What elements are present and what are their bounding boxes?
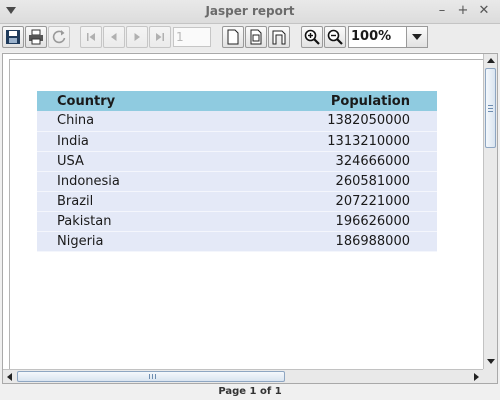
last-page-icon: [156, 33, 164, 41]
scroll-down-icon[interactable]: [484, 354, 498, 368]
next-page-icon: [134, 33, 140, 41]
population-cell: 186988000: [209, 231, 437, 252]
previous-page-button[interactable]: [103, 26, 125, 48]
actual-size-icon: [227, 29, 239, 45]
horizontal-scroll-thumb[interactable]: [17, 371, 285, 382]
population-cell: 1313210000: [209, 131, 437, 152]
page-number-input[interactable]: 1: [173, 27, 211, 47]
population-cell: 1382050000: [209, 111, 437, 132]
column-header-population: Population: [209, 91, 437, 111]
country-cell: Pakistan: [37, 211, 210, 232]
table-header-row: Country Population: [37, 91, 437, 111]
close-button[interactable]: ✕: [478, 3, 490, 18]
table-row: India 1313210000: [37, 131, 437, 152]
minimize-button[interactable]: –: [438, 3, 446, 18]
report-viewer: Country Population China 1382050000 Indi…: [2, 53, 498, 384]
column-header-country: Country: [37, 91, 210, 111]
country-cell: Nigeria: [37, 231, 210, 252]
zoom-value: 100%: [351, 29, 392, 44]
scroll-left-icon[interactable]: [3, 370, 17, 384]
zoom-in-icon: [304, 29, 320, 45]
next-page-button[interactable]: [126, 26, 148, 48]
country-cell: China: [37, 111, 210, 132]
chevron-down-icon[interactable]: [406, 27, 427, 47]
maximize-button[interactable]: +: [457, 3, 469, 18]
zoom-out-icon: [327, 29, 343, 45]
fit-width-button[interactable]: [268, 26, 290, 48]
table-row: Indonesia 260581000: [37, 171, 437, 192]
zoom-in-button[interactable]: [301, 26, 323, 48]
last-page-button[interactable]: [149, 26, 171, 48]
horizontal-scrollbar[interactable]: [3, 369, 483, 383]
title-bar: Jasper report – + ✕: [0, 0, 500, 24]
window-menu-icon[interactable]: [6, 7, 16, 14]
fit-width-icon: [272, 30, 286, 45]
print-button[interactable]: [25, 26, 47, 48]
reload-icon: [52, 30, 66, 44]
country-cell: India: [37, 131, 210, 152]
population-cell: 260581000: [209, 171, 437, 192]
report-page: Country Population China 1382050000 Indi…: [9, 59, 484, 370]
country-cell: Brazil: [37, 191, 210, 212]
fit-page-icon: [250, 29, 262, 45]
table-row: China 1382050000: [37, 111, 437, 132]
table-row: Pakistan 196626000: [37, 211, 437, 232]
scroll-up-icon[interactable]: [484, 54, 498, 68]
country-cell: USA: [37, 151, 210, 172]
toolbar: 1 100%: [0, 24, 500, 52]
vertical-scroll-thumb[interactable]: [485, 68, 496, 148]
first-page-icon: [87, 33, 95, 41]
vertical-scrollbar[interactable]: [483, 54, 497, 369]
window-title: Jasper report: [205, 4, 295, 18]
page-status: Page 1 of 1: [218, 386, 282, 397]
country-cell: Indonesia: [37, 171, 210, 192]
fit-page-button[interactable]: [245, 26, 267, 48]
zoom-out-button[interactable]: [324, 26, 346, 48]
zoom-select[interactable]: 100%: [348, 26, 428, 48]
first-page-button[interactable]: [80, 26, 102, 48]
population-cell: 196626000: [209, 211, 437, 232]
reload-button[interactable]: [48, 26, 70, 48]
scrollbar-corner: [483, 369, 497, 383]
save-icon: [6, 30, 20, 44]
table-row: Brazil 207221000: [37, 191, 437, 212]
previous-page-icon: [111, 33, 117, 41]
print-icon: [29, 29, 43, 45]
save-button[interactable]: [2, 26, 24, 48]
report-table: Country Population China 1382050000 Indi…: [37, 91, 437, 252]
population-cell: 324666000: [209, 151, 437, 172]
population-cell: 207221000: [209, 191, 437, 212]
table-row: Nigeria 186988000: [37, 231, 437, 252]
table-row: USA 324666000: [37, 151, 437, 172]
scroll-right-icon[interactable]: [469, 370, 483, 384]
actual-size-button[interactable]: [222, 26, 244, 48]
